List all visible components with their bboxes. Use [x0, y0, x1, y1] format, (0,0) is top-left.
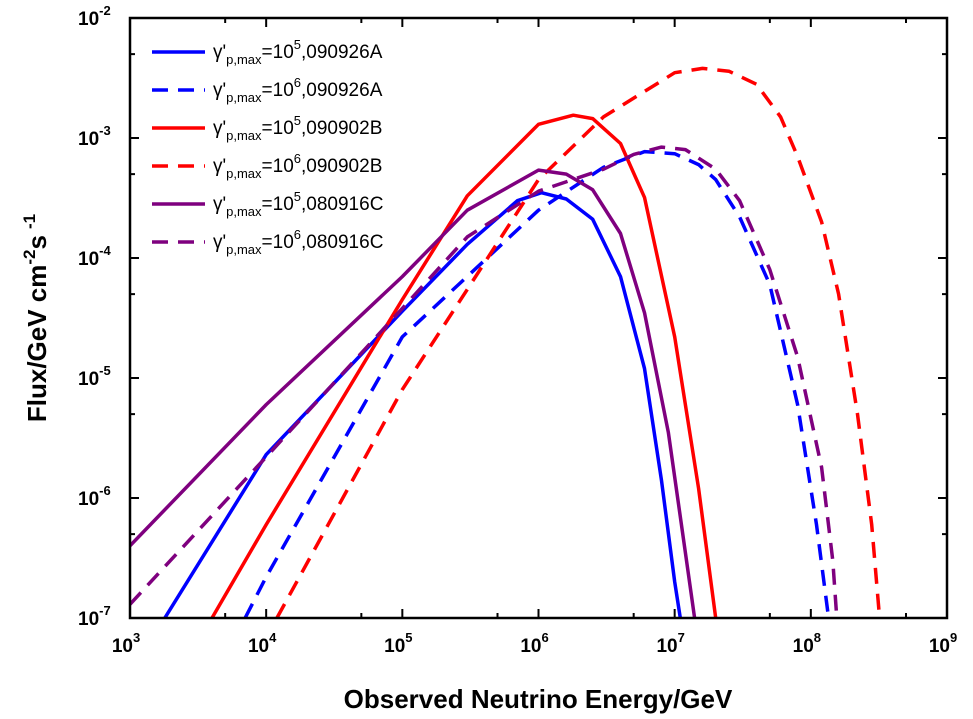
y-tick-label: 10-2	[78, 3, 111, 30]
svg-text:Flux/GeV cm-2s-1: Flux/GeV cm-2s -1	[20, 214, 52, 422]
y-tick-label: 10-7	[78, 603, 111, 630]
y-tick-label: 10-3	[78, 123, 111, 150]
x-tick-label: 108	[793, 630, 821, 657]
y-tick-label: 10-6	[78, 483, 111, 510]
legend-entry-4: γ'p,max=106,090902B	[213, 151, 382, 181]
y-axis-title-main: Flux/GeV cm	[22, 265, 52, 423]
series-line-1	[163, 190, 683, 618]
y-tick-labels: 10-7 10-6 10-5 10-4 10-3 10-2	[78, 3, 111, 630]
legend-entry-5: γ'p,max=105,080916C	[213, 189, 383, 219]
y-axis-title: Flux/GeV cm-2s -1	[20, 214, 52, 422]
x-tick-label: 104	[248, 630, 277, 657]
series-curves	[130, 66, 882, 618]
x-tick-label: 105	[384, 630, 412, 657]
legend-entry-1: γ'p,max=105,090926A	[213, 37, 383, 67]
series-line-2	[243, 149, 831, 618]
legend-entry-3: γ'p,max=105,090902B	[213, 113, 382, 143]
y-tick-label: 10-4	[78, 243, 111, 270]
y-axis-title-exp1: -2	[20, 249, 39, 264]
y-axis-title-mid: s	[22, 235, 52, 249]
legend-entry-2: γ'p,max=106,090926A	[213, 75, 383, 105]
legend: γ'p,max=105,090926A γ'p,max=106,090926A γ'…	[152, 37, 383, 257]
x-tick-label: 103	[112, 630, 140, 657]
y-tick-label: 10-5	[78, 363, 111, 390]
legend-entry-6: γ'p,max=106,080916C	[213, 227, 383, 257]
series-line-3	[210, 113, 718, 618]
x-tick-label: 107	[656, 630, 684, 657]
x-tick-labels: 103 104 105 106 107 108 109	[112, 630, 957, 657]
series-line-4	[275, 66, 882, 618]
x-tick-label: 106	[520, 630, 548, 657]
plot-frame	[128, 16, 949, 620]
axis-ticks	[129, 17, 948, 619]
series-line-5	[130, 168, 697, 618]
x-tick-label: 109	[929, 630, 957, 657]
y-axis-title-exp2: -1	[20, 214, 39, 229]
series-line-6	[130, 145, 839, 618]
x-axis-title: Observed Neutrino Energy/GeV	[344, 684, 733, 714]
